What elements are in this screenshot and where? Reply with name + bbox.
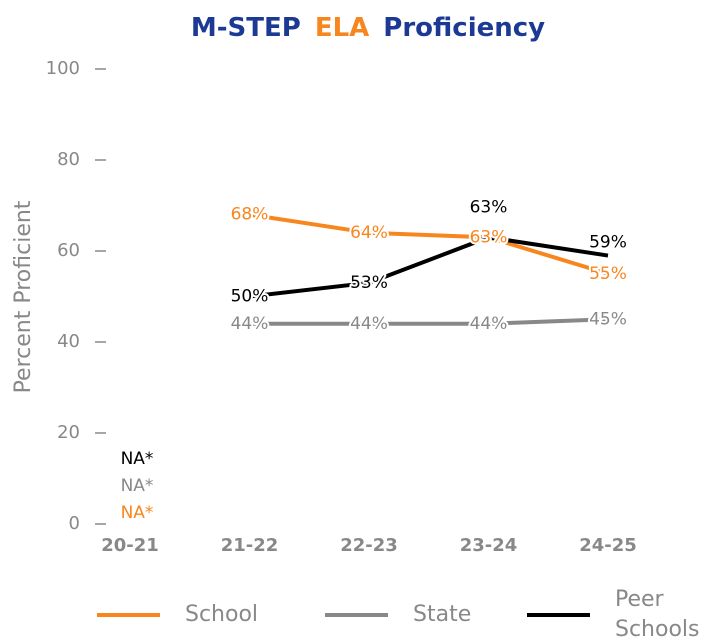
y-tick-label: 40 [57,331,80,352]
series-line [249,235,609,299]
title-part: M-STEP [191,13,301,43]
data-label: 63% [470,197,508,217]
data-label: 63% [470,227,508,247]
legend-label: State [413,602,471,627]
x-tick-label: 21-22 [221,535,279,556]
series-line [249,212,609,276]
data-label: 55% [589,264,627,284]
legend-label: Peer Schools [615,587,700,640]
data-label: 44% [470,314,508,334]
title-part: ELA [315,13,369,43]
data-label: 44% [231,314,269,334]
x-tick-label: 24-25 [579,535,637,556]
data-label: 53% [350,273,388,293]
title-part: Proficiency [383,13,545,43]
y-tick-label: 20 [57,422,80,443]
data-label: 68% [231,205,269,225]
data-label: 45% [589,309,627,329]
data-label: 50% [231,287,269,307]
na-label: NA* [121,449,154,469]
series-line [249,317,609,326]
x-tick-label: 20-21 [101,535,159,556]
y-axis-label: Percent Proficient [11,200,36,393]
y-tick-label: 100 [46,58,80,79]
y-tick-label: 0 [69,513,80,534]
x-tick-label: 23-24 [460,535,518,556]
legend-label: School [185,602,258,627]
data-label: 44% [350,314,388,334]
data-label: 64% [350,223,388,243]
y-tick-label: 80 [57,149,80,170]
data-label: 59% [589,233,627,253]
na-label: NA* [121,476,154,496]
chart-title: M-STEP ELA Proficiency [191,13,545,43]
y-tick-label: 60 [57,240,80,261]
na-label: NA* [121,503,154,523]
x-tick-label: 22-23 [340,535,398,556]
